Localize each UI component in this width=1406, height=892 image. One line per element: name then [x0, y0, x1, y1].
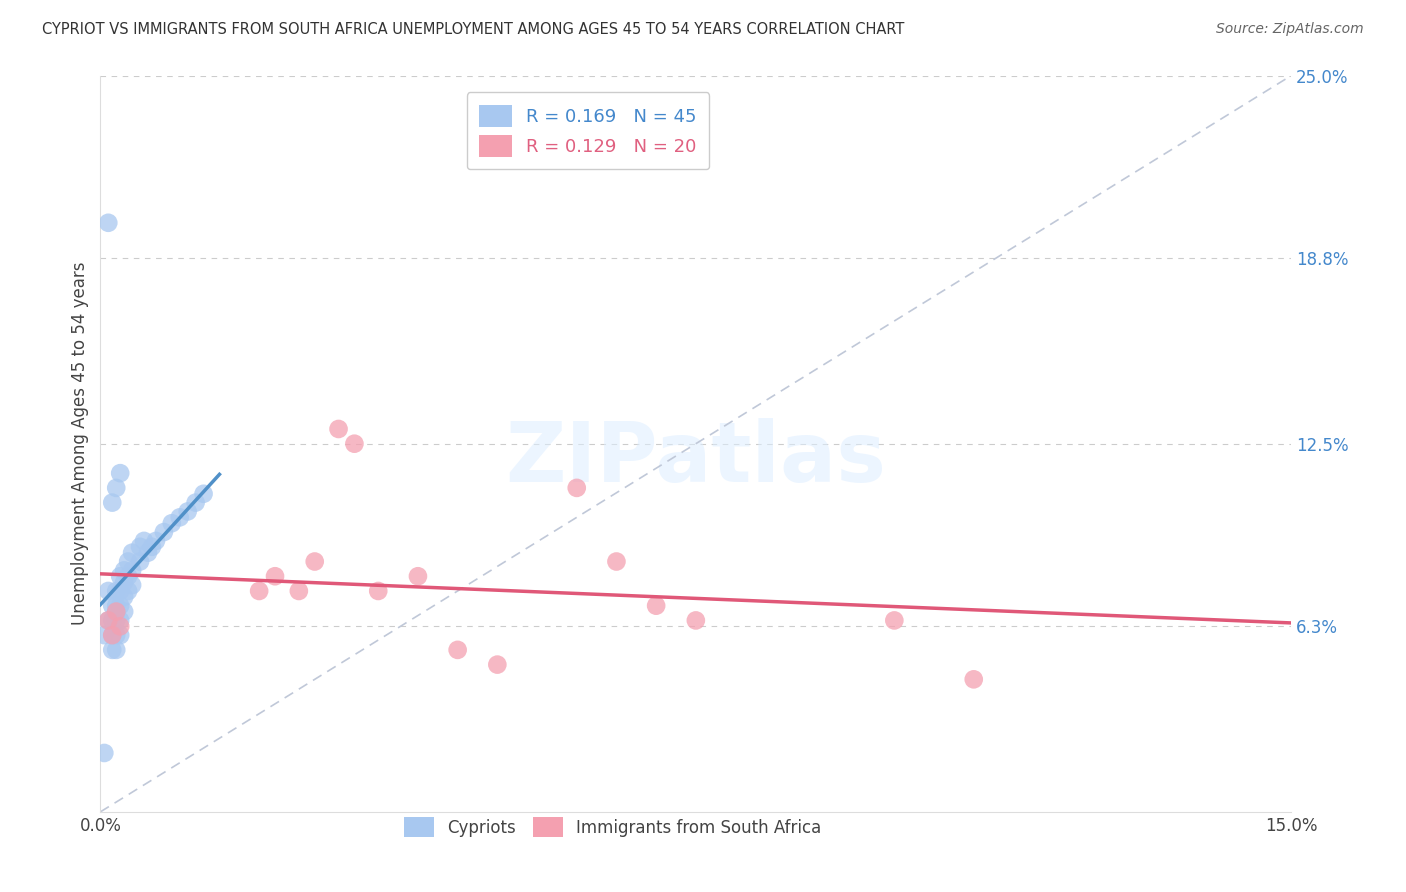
- Point: [112, 563, 135, 577]
- Point: [112, 575, 135, 590]
- Point: [247, 584, 270, 599]
- Point: [105, 614, 128, 628]
- Point: [101, 495, 124, 509]
- Point: [883, 614, 905, 628]
- Point: [101, 643, 124, 657]
- Point: [112, 590, 135, 604]
- Legend: Cypriots, Immigrants from South Africa: Cypriots, Immigrants from South Africa: [396, 810, 828, 844]
- Point: [605, 555, 627, 569]
- Point: [97, 216, 120, 230]
- Point: [145, 533, 167, 548]
- Point: [105, 605, 128, 619]
- Point: [105, 605, 128, 619]
- Point: [136, 546, 159, 560]
- Point: [963, 673, 986, 687]
- Point: [105, 599, 128, 613]
- Point: [645, 599, 668, 613]
- Point: [141, 540, 163, 554]
- Point: [121, 546, 143, 560]
- Y-axis label: Unemployment Among Ages 45 to 54 years: Unemployment Among Ages 45 to 54 years: [72, 262, 89, 625]
- Point: [97, 614, 120, 628]
- Text: ZIPatlas: ZIPatlas: [505, 418, 886, 499]
- Point: [446, 643, 468, 657]
- Point: [176, 504, 198, 518]
- Point: [101, 628, 124, 642]
- Point: [108, 599, 131, 613]
- Text: CYPRIOT VS IMMIGRANTS FROM SOUTH AFRICA UNEMPLOYMENT AMONG AGES 45 TO 54 YEARS C: CYPRIOT VS IMMIGRANTS FROM SOUTH AFRICA …: [42, 22, 904, 37]
- Point: [184, 495, 207, 509]
- Point: [105, 628, 128, 642]
- Point: [97, 584, 120, 599]
- Point: [169, 510, 191, 524]
- Text: Source: ZipAtlas.com: Source: ZipAtlas.com: [1216, 22, 1364, 37]
- Point: [132, 533, 155, 548]
- Point: [160, 516, 183, 531]
- Point: [565, 481, 588, 495]
- Point: [264, 569, 287, 583]
- Point: [117, 584, 139, 599]
- Point: [93, 746, 115, 760]
- Point: [101, 614, 124, 628]
- Point: [328, 422, 350, 436]
- Point: [129, 540, 152, 554]
- Point: [117, 569, 139, 583]
- Point: [121, 578, 143, 592]
- Point: [105, 584, 128, 599]
- Point: [105, 643, 128, 657]
- Point: [105, 481, 128, 495]
- Point: [406, 569, 429, 583]
- Point: [108, 619, 131, 633]
- Point: [97, 614, 120, 628]
- Point: [112, 605, 135, 619]
- Point: [121, 563, 143, 577]
- Point: [101, 599, 124, 613]
- Point: [685, 614, 707, 628]
- Point: [108, 569, 131, 583]
- Point: [117, 555, 139, 569]
- Point: [101, 628, 124, 642]
- Point: [193, 487, 215, 501]
- Point: [367, 584, 389, 599]
- Point: [108, 614, 131, 628]
- Point: [486, 657, 509, 672]
- Point: [288, 584, 311, 599]
- Point: [108, 466, 131, 480]
- Point: [304, 555, 326, 569]
- Point: [93, 628, 115, 642]
- Point: [108, 628, 131, 642]
- Point: [343, 436, 366, 450]
- Point: [129, 555, 152, 569]
- Point: [108, 584, 131, 599]
- Point: [153, 524, 176, 539]
